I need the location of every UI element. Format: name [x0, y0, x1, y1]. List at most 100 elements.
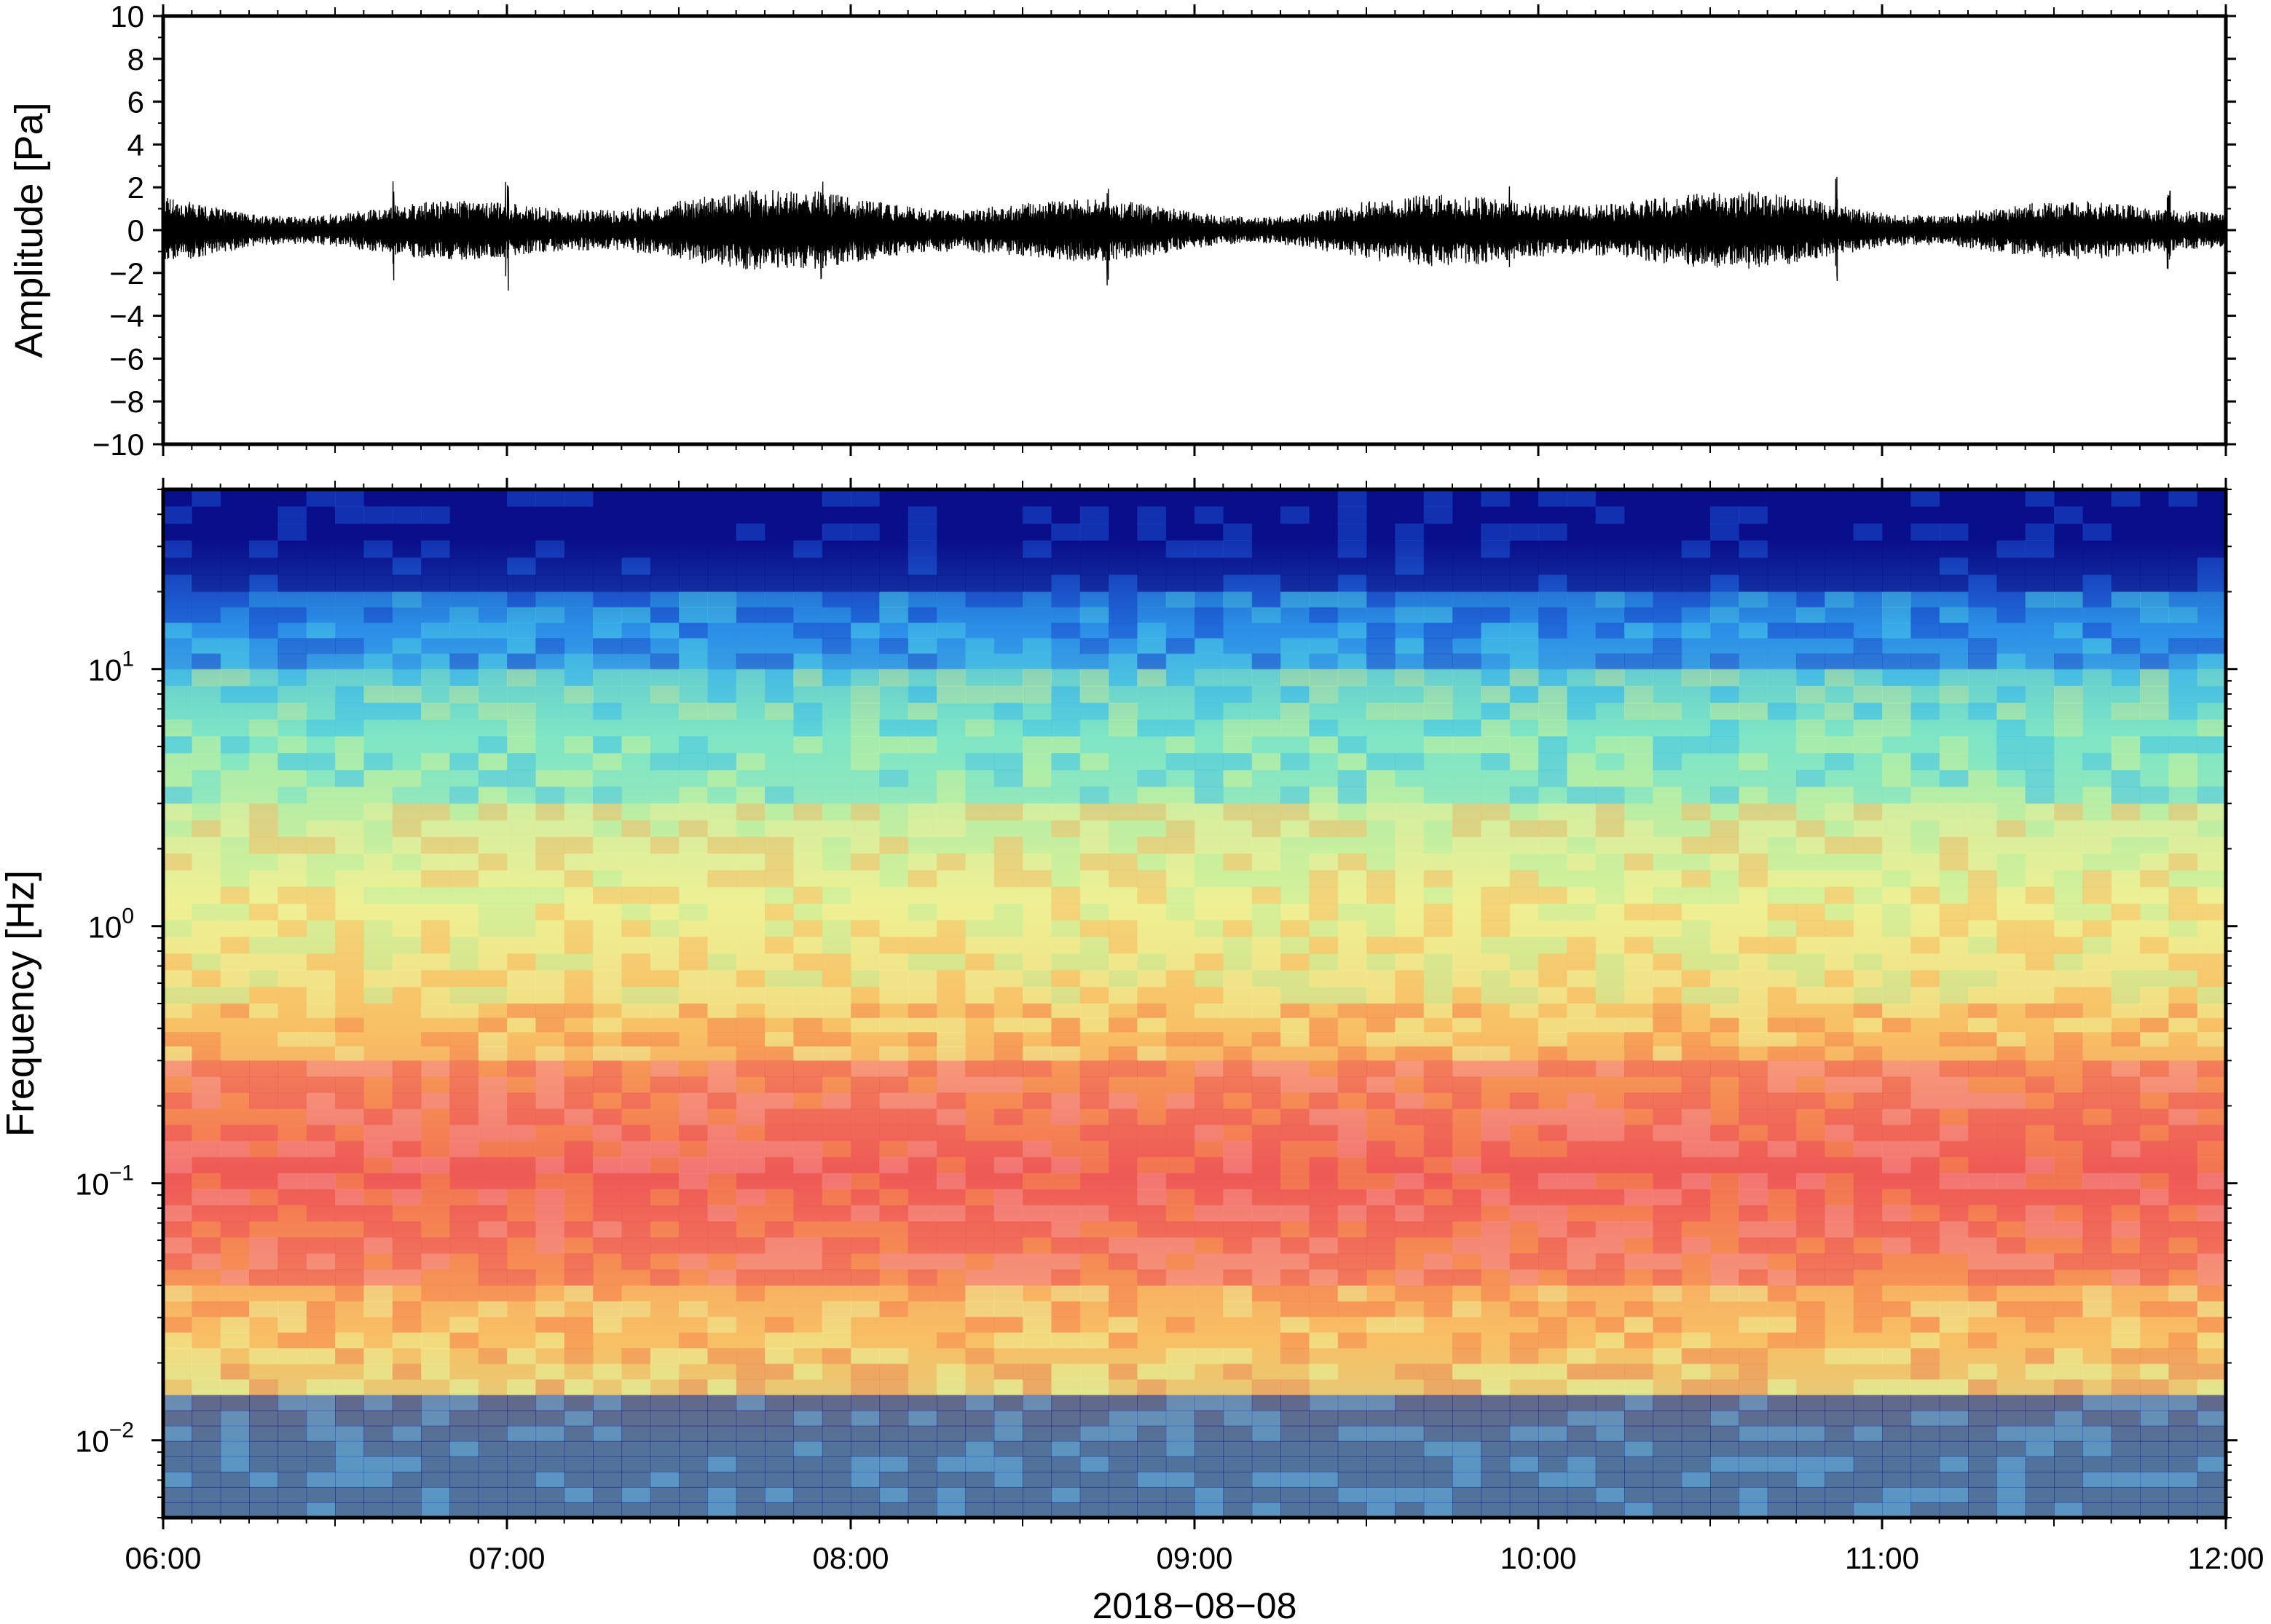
- spectrogram-cell: [1481, 1502, 1511, 1518]
- spectrogram-cell: [2140, 1486, 2170, 1503]
- spectrogram-cell: [392, 787, 422, 805]
- spectrogram-cell: [1767, 1004, 1797, 1019]
- spectrogram-cell: [306, 1285, 336, 1302]
- spectrogram-cell: [220, 1172, 250, 1190]
- spectrogram-cell: [1653, 1348, 1682, 1365]
- spectrogram-cell: [249, 523, 279, 541]
- spectrogram-cell: [851, 1332, 881, 1349]
- spectrogram-cell: [1882, 1017, 1912, 1033]
- spectrogram-cell: [1996, 937, 2026, 955]
- spectrogram-cell: [1767, 920, 1797, 938]
- spectrogram-cell: [449, 1440, 479, 1457]
- spectrogram-cell: [621, 1017, 651, 1033]
- spectrogram-cell: [1023, 1486, 1052, 1503]
- spectrogram-cell: [1710, 870, 1740, 888]
- spectrogram-cell: [1423, 1076, 1453, 1094]
- spectrogram-cell: [335, 1032, 365, 1047]
- spectrogram-cell: [507, 970, 537, 988]
- spectrogram-cell: [593, 1253, 623, 1270]
- spectrogram-cell: [736, 1253, 765, 1270]
- spectrogram-cell: [965, 1410, 995, 1427]
- spectrogram-cell: [306, 575, 336, 593]
- spectrogram-cell: [363, 506, 393, 524]
- spectrogram-cell: [2168, 1363, 2198, 1380]
- spectrogram-cell: [1337, 540, 1367, 559]
- spectrogram-cell: [507, 1032, 537, 1047]
- spectrogram-cell: [535, 1189, 565, 1206]
- spectrogram-cell: [1567, 1004, 1597, 1019]
- spectrogram-cell: [1853, 1205, 1883, 1222]
- spectrogram-cell: [2197, 1046, 2226, 1062]
- spectrogram-cell: [1194, 987, 1224, 1004]
- spectrogram-cell: [965, 854, 995, 871]
- spectrogram-cell: [163, 1046, 193, 1062]
- spectrogram-cell: [1223, 1317, 1253, 1333]
- spectrogram-cell: [278, 623, 307, 639]
- spectrogram-cell: [2111, 1395, 2141, 1411]
- spectrogram-cell: [1939, 787, 1969, 805]
- spectrogram-cell: [1395, 1060, 1425, 1078]
- spectrogram-cell: [1423, 870, 1453, 888]
- spectrogram-cell: [793, 1076, 823, 1094]
- spectrogram-cell: [1079, 1348, 1109, 1365]
- spectrogram-cell: [1280, 837, 1310, 854]
- spectrogram-cell: [1165, 1269, 1195, 1286]
- spectrogram-cell: [278, 1004, 307, 1019]
- spectrogram-cell: [564, 1486, 594, 1503]
- spectrogram-cell: [449, 1017, 479, 1033]
- spectrogram-cell: [1595, 1269, 1625, 1286]
- spectrogram-cell: [993, 1253, 1023, 1270]
- spectrogram-cell: [1910, 523, 1940, 541]
- spectrogram-cell: [1739, 1156, 1768, 1174]
- spectrogram-cell: [1251, 920, 1281, 938]
- spectrogram-cell: [1624, 575, 1654, 593]
- spectrogram-cell: [1595, 1060, 1625, 1078]
- spectrogram-cell: [2025, 1456, 2055, 1473]
- spectrogram-cell: [851, 1317, 881, 1333]
- spectrogram-cell: [2168, 1237, 2198, 1254]
- spectrogram-cell: [449, 736, 479, 754]
- spectrogram-cell: [2082, 1363, 2112, 1380]
- spectrogram-cell: [1653, 720, 1682, 737]
- spectrogram-cell: [192, 1108, 221, 1126]
- spectrogram-cell: [993, 1221, 1023, 1238]
- spectrogram-cell: [993, 820, 1023, 837]
- spectrogram-cell: [1853, 623, 1883, 639]
- spectrogram-cell: [1538, 1471, 1568, 1488]
- spectrogram-cell: [249, 1046, 279, 1062]
- spectrogram-cell: [478, 1060, 508, 1078]
- spectrogram-cell: [564, 669, 594, 687]
- spectrogram-cell: [1796, 1456, 1826, 1473]
- spectrogram-cell: [965, 736, 995, 754]
- spectrogram-cell: [564, 1253, 594, 1270]
- spectrogram-cell: [192, 903, 221, 921]
- spectrogram-cell: [793, 557, 823, 575]
- spectrogram-cell: [736, 1172, 765, 1190]
- spectrogram-cell: [1968, 1269, 1998, 1286]
- spectrogram-cell: [1968, 987, 1998, 1004]
- spectrogram-cell: [1538, 736, 1568, 754]
- spectrogram-cell: [1395, 1502, 1425, 1518]
- spectrogram-cell: [822, 1221, 851, 1238]
- spectrogram-cell: [2111, 607, 2141, 623]
- spectrogram-cell: [1194, 1076, 1224, 1094]
- spectrogram-cell: [621, 669, 651, 687]
- spectrogram-cell: [1595, 685, 1625, 703]
- spectrogram-cell: [1968, 1395, 1998, 1411]
- spectrogram-cell: [993, 1471, 1023, 1488]
- spectrogram-cell: [851, 837, 881, 854]
- spectrogram-cell: [1939, 1076, 1969, 1094]
- spectrogram-cell: [1395, 787, 1425, 805]
- spectrogram-cell: [1051, 753, 1081, 770]
- spectrogram-cell: [2111, 1379, 2141, 1396]
- spectrogram-cell: [564, 1004, 594, 1019]
- spectrogram-cell: [1538, 669, 1568, 687]
- spectrogram-cell: [1739, 638, 1768, 655]
- spectrogram-cell: [1853, 1076, 1883, 1094]
- spectrogram-cell: [163, 607, 193, 623]
- spectrogram-cell: [1051, 920, 1081, 938]
- spectrogram-cell: [879, 638, 909, 655]
- spectrogram-cell: [249, 1124, 279, 1142]
- spectrogram-cell: [1882, 1486, 1912, 1503]
- spectrogram-cell: [2140, 1060, 2170, 1078]
